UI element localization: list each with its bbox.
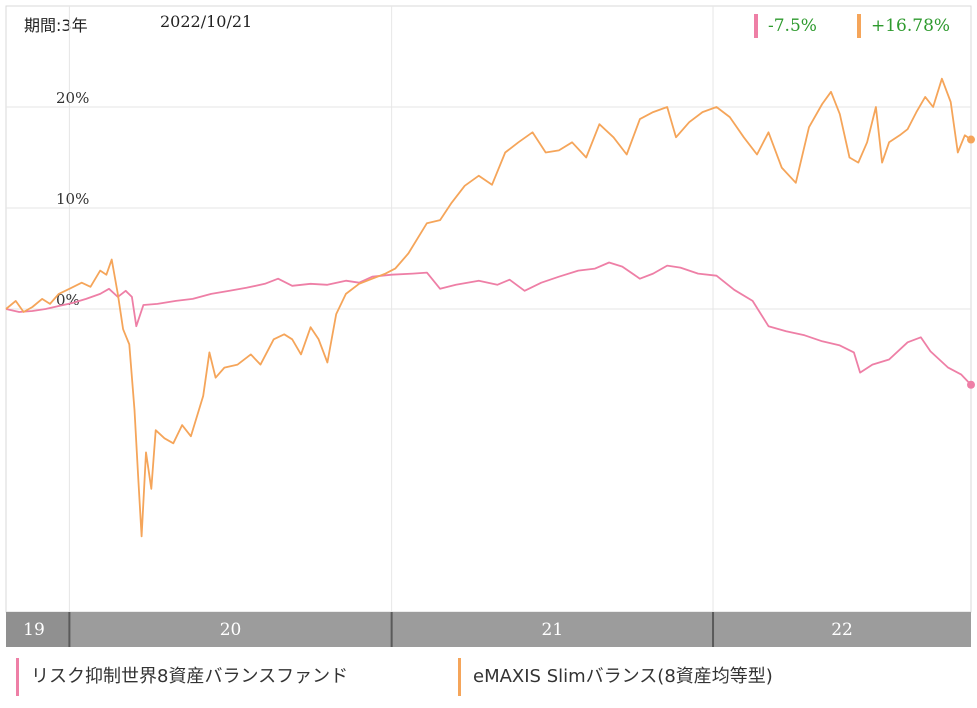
x-tick-label: 21 xyxy=(542,620,564,640)
y-axis-ticks: 0%10%20% xyxy=(56,89,89,309)
y-tick-label: 10% xyxy=(56,190,89,208)
x-axis-segment xyxy=(6,612,70,647)
x-tick-label: 20 xyxy=(220,620,242,640)
line-chart[interactable]: 0%10%20% 19 20 21 22 xyxy=(0,0,977,650)
date-label: 2022/10/21 xyxy=(160,12,253,31)
return-value-emaxis-slim: +16.78% xyxy=(857,14,950,38)
x-axis-segment xyxy=(391,612,714,647)
legend-item-risk-controlled-fund[interactable]: リスク抑制世界8資産バランスファンド xyxy=(16,658,348,696)
x-tick-label: 22 xyxy=(831,620,853,640)
legend-item-emaxis-slim[interactable]: eMAXIS Slimバランス(8資産均等型) xyxy=(458,658,773,696)
return-value-risk-controlled-fund: -7.5% xyxy=(754,14,817,38)
y-tick-label: 20% xyxy=(56,89,89,107)
x-axis-segment xyxy=(69,612,392,647)
series-line-1 xyxy=(5,77,972,538)
series-end-marker-1 xyxy=(967,135,975,144)
x-axis-band: 19 20 21 22 xyxy=(6,612,971,647)
series-lines xyxy=(5,77,975,538)
x-tick-label: 19 xyxy=(23,620,45,640)
series-line-0 xyxy=(5,261,972,386)
x-axis-segment xyxy=(713,612,971,647)
series-end-marker-0 xyxy=(967,380,975,389)
period-label[interactable]: 期間:3年 xyxy=(24,16,88,35)
grid-lines xyxy=(6,6,971,612)
